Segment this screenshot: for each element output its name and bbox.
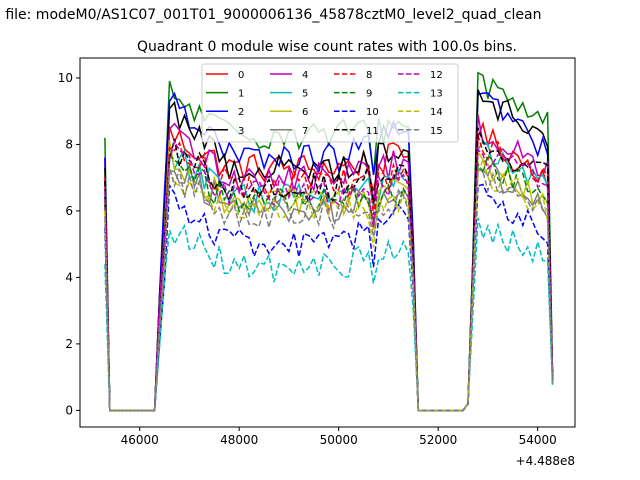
- legend-label-11: 11: [366, 126, 379, 137]
- legend-label-6: 6: [302, 107, 308, 118]
- x-axis: 46000 48000 50000 52000 54000: [121, 427, 557, 447]
- figure-suptitle: n file: modeM0/AS1C07_001T01_9000006136_…: [0, 7, 541, 23]
- series-line-3: [104, 89, 554, 412]
- legend-label-3: 3: [238, 126, 244, 137]
- legend-label-15: 15: [430, 126, 443, 137]
- legend-label-1: 1: [238, 89, 244, 100]
- legend-label-0: 0: [238, 70, 244, 81]
- series-line-12: [104, 139, 554, 412]
- series-line-11: [104, 127, 554, 412]
- series-line-10: [104, 183, 554, 412]
- x-tick-label: 52000: [419, 433, 457, 447]
- legend-label-8: 8: [366, 70, 372, 81]
- y-tick-label: 6: [65, 204, 73, 218]
- axes-frame: [79, 57, 576, 428]
- series-line-15: [104, 166, 554, 412]
- y-tick-label: 0: [65, 403, 73, 417]
- legend-label-4: 4: [302, 70, 308, 81]
- legend-box: [201, 63, 459, 143]
- legend-label-10: 10: [366, 107, 379, 118]
- legend-label-13: 13: [430, 89, 443, 100]
- y-tick-label: 10: [58, 71, 73, 85]
- chart-title: Quadrant 0 module wise count rates with …: [137, 39, 517, 55]
- y-tick-label: 2: [65, 337, 73, 351]
- x-tick-label: 46000: [121, 433, 159, 447]
- legend-label-7: 7: [302, 126, 308, 137]
- y-axis: 0 2 4 6 8 10: [58, 71, 80, 417]
- y-tick-label: 8: [65, 137, 73, 151]
- legend-label-2: 2: [238, 107, 244, 118]
- series-line-14: [104, 157, 554, 412]
- x-tick-label: 48000: [220, 433, 258, 447]
- legend-label-9: 9: [366, 89, 372, 100]
- legend-label-5: 5: [302, 89, 308, 100]
- x-tick-label: 54000: [519, 433, 557, 447]
- legend-label-14: 14: [430, 107, 443, 118]
- x-offset-label: +4.488e8: [516, 454, 575, 468]
- x-tick-label: 50000: [320, 433, 358, 447]
- series-line-13: [104, 217, 554, 412]
- series-layer: [104, 71, 554, 412]
- y-tick-label: 4: [65, 270, 73, 284]
- legend-label-12: 12: [430, 70, 443, 81]
